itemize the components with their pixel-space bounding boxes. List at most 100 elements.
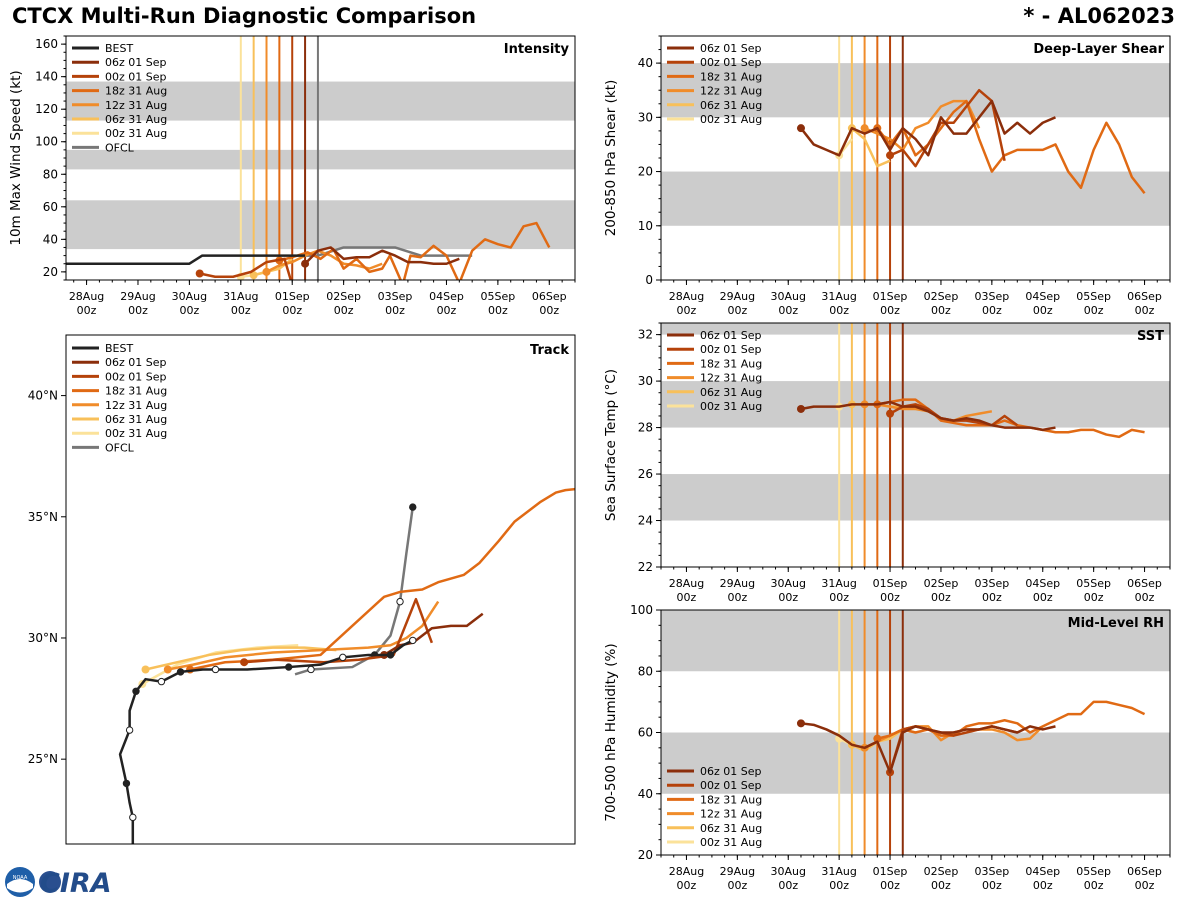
x-tick-label: 28Aug — [69, 290, 104, 303]
panel-rh: 2040608010028Aug00z29Aug00z30Aug00z31Aug… — [603, 603, 1171, 892]
track-point — [307, 665, 315, 674]
legend-label: 06z 01 Sep — [700, 329, 762, 342]
y-tick-label: 60 — [638, 726, 653, 740]
x-tick-label: 30Aug — [172, 290, 207, 303]
y-tick-label: 30 — [638, 110, 653, 124]
x-tick-label: 00z — [77, 304, 97, 317]
y-tick-label: 0 — [645, 273, 653, 287]
x-tick-label: 06Sep — [1127, 865, 1162, 878]
x-tick-label: 00z — [982, 304, 1002, 317]
legend-label: 12z 31 Aug — [700, 85, 762, 98]
x-tick-label: 29Aug — [720, 577, 755, 590]
track-point — [157, 677, 166, 686]
init-point — [301, 259, 310, 268]
init-point — [873, 734, 882, 743]
globe-icon — [39, 871, 61, 893]
x-tick-label: 28Aug — [669, 865, 704, 878]
y-tick-label: 140 — [35, 70, 58, 84]
plot-area — [661, 36, 1170, 280]
series-line — [877, 398, 1145, 439]
track-point — [176, 668, 185, 676]
x-tick-label: 00z — [727, 591, 747, 604]
x-tick-label: 31Aug — [821, 865, 856, 878]
x-tick-label: 01Sep — [873, 290, 908, 303]
x-tick-label: 02Sep — [924, 865, 959, 878]
legend-label: 00z 31 Aug — [700, 400, 762, 413]
legend-label: 06z 01 Sep — [105, 356, 167, 369]
x-tick-label: 00z — [829, 591, 849, 604]
x-tick-label: 00z — [282, 304, 302, 317]
init-point — [796, 124, 805, 133]
init-point — [860, 124, 869, 133]
cira-text: CIRA — [40, 868, 112, 899]
x-tick-label: 28Aug — [669, 577, 704, 590]
legend-label: 06z 31 Aug — [700, 822, 762, 835]
legend-label: 18z 31 Aug — [700, 70, 762, 83]
x-tick-label: 00z — [677, 304, 697, 317]
track-line — [145, 646, 337, 671]
y-tick-label: 40°N — [28, 389, 58, 403]
shaded-band — [661, 171, 1170, 226]
x-tick-label: 31Aug — [821, 290, 856, 303]
x-tick-label: 00z — [1084, 879, 1104, 892]
panel-title: Deep-Layer Shear — [1033, 42, 1164, 57]
y-tick-label: 22 — [638, 560, 653, 574]
x-tick-label: 04Sep — [1025, 577, 1060, 590]
x-tick-label: 00z — [1135, 591, 1155, 604]
y-tick-label: 40 — [638, 56, 653, 70]
noaa-text: NOAA — [13, 875, 28, 881]
y-tick-label: 60 — [43, 200, 58, 214]
legend-label: 18z 31 Aug — [700, 793, 762, 806]
x-tick-label: 00z — [778, 591, 798, 604]
y-tick-label: 25°N — [28, 752, 58, 766]
series-line — [199, 257, 293, 280]
x-tick-label: 00z — [880, 591, 900, 604]
x-tick-label: 00z — [231, 304, 251, 317]
legend-label: 06z 31 Aug — [105, 113, 167, 126]
track-point — [211, 665, 220, 674]
y-tick-label: 160 — [35, 37, 58, 51]
x-tick-label: 00z — [180, 304, 200, 317]
init-point — [886, 409, 895, 418]
x-tick-label: 03Sep — [378, 290, 413, 303]
series-line — [877, 700, 1146, 740]
x-tick-label: 00z — [931, 879, 951, 892]
series-line — [66, 254, 306, 265]
legend-label: 06z 01 Sep — [700, 42, 762, 55]
panel-title: SST — [1137, 329, 1164, 344]
y-axis-label: 10m Max Wind Speed (kt) — [8, 70, 24, 245]
y-tick-label: 32 — [638, 328, 653, 342]
track-point — [129, 813, 137, 822]
track-point — [396, 597, 404, 606]
series-line — [305, 246, 473, 257]
series-line — [876, 99, 1146, 195]
track-line — [118, 639, 414, 844]
legend-label: 06z 31 Aug — [105, 413, 167, 426]
x-tick-label: 05Sep — [1076, 290, 1111, 303]
series-line — [889, 88, 1006, 168]
x-tick-label: 04Sep — [429, 290, 464, 303]
legend-label: 12z 31 Aug — [700, 808, 762, 821]
plot-area — [661, 323, 1170, 567]
y-axis-label: Sea Surface Temp (°C) — [603, 369, 619, 521]
x-tick-label: 00z — [1033, 879, 1053, 892]
x-tick-label: 02Sep — [924, 577, 959, 590]
y-tick-label: 26 — [638, 467, 653, 481]
series-line — [304, 246, 460, 265]
x-tick-label: 00z — [727, 304, 747, 317]
shaded-band — [661, 323, 1170, 335]
x-tick-label: 00z — [829, 879, 849, 892]
legend-label: OFCL — [105, 141, 135, 154]
legend-label: 12z 31 Aug — [105, 399, 167, 412]
x-tick-label: 00z — [829, 304, 849, 317]
track-line — [244, 597, 434, 664]
x-tick-label: 05Sep — [481, 290, 516, 303]
track-point — [284, 663, 293, 671]
track-point — [125, 726, 134, 734]
noaa-wave — [7, 879, 33, 893]
page-title: CTCX Multi-Run Diagnostic Comparison — [12, 4, 477, 28]
init-point — [796, 404, 805, 413]
x-tick-label: 00z — [1033, 591, 1053, 604]
x-tick-label: 00z — [880, 304, 900, 317]
